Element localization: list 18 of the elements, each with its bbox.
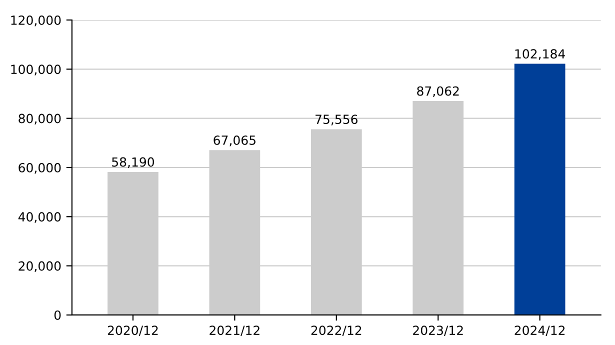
y-tick-label: 0 <box>54 310 61 320</box>
data-label: 102,184 <box>515 49 565 60</box>
x-tick-label: 2020/12 <box>108 326 158 336</box>
x-tick-label: 2022/12 <box>311 326 362 336</box>
y-tick-label: 80,000 <box>18 114 61 125</box>
y-tick-label: 100,000 <box>11 64 61 76</box>
bar <box>514 64 566 315</box>
data-label: 75,556 <box>316 114 358 126</box>
y-tick-label: 120,000 <box>11 15 61 26</box>
y-tick-label: 40,000 <box>18 212 61 223</box>
data-label: 58,190 <box>112 157 154 168</box>
y-tick-label: 60,000 <box>18 162 61 174</box>
x-tick-label: 2024/12 <box>514 326 565 336</box>
x-tick-label: 2021/12 <box>210 326 260 336</box>
data-label: 87,062 <box>417 86 459 98</box>
x-tick-label: 2023/12 <box>413 326 463 336</box>
data-label: 67,065 <box>214 135 256 146</box>
y-tick-label: 20,000 <box>18 261 61 272</box>
